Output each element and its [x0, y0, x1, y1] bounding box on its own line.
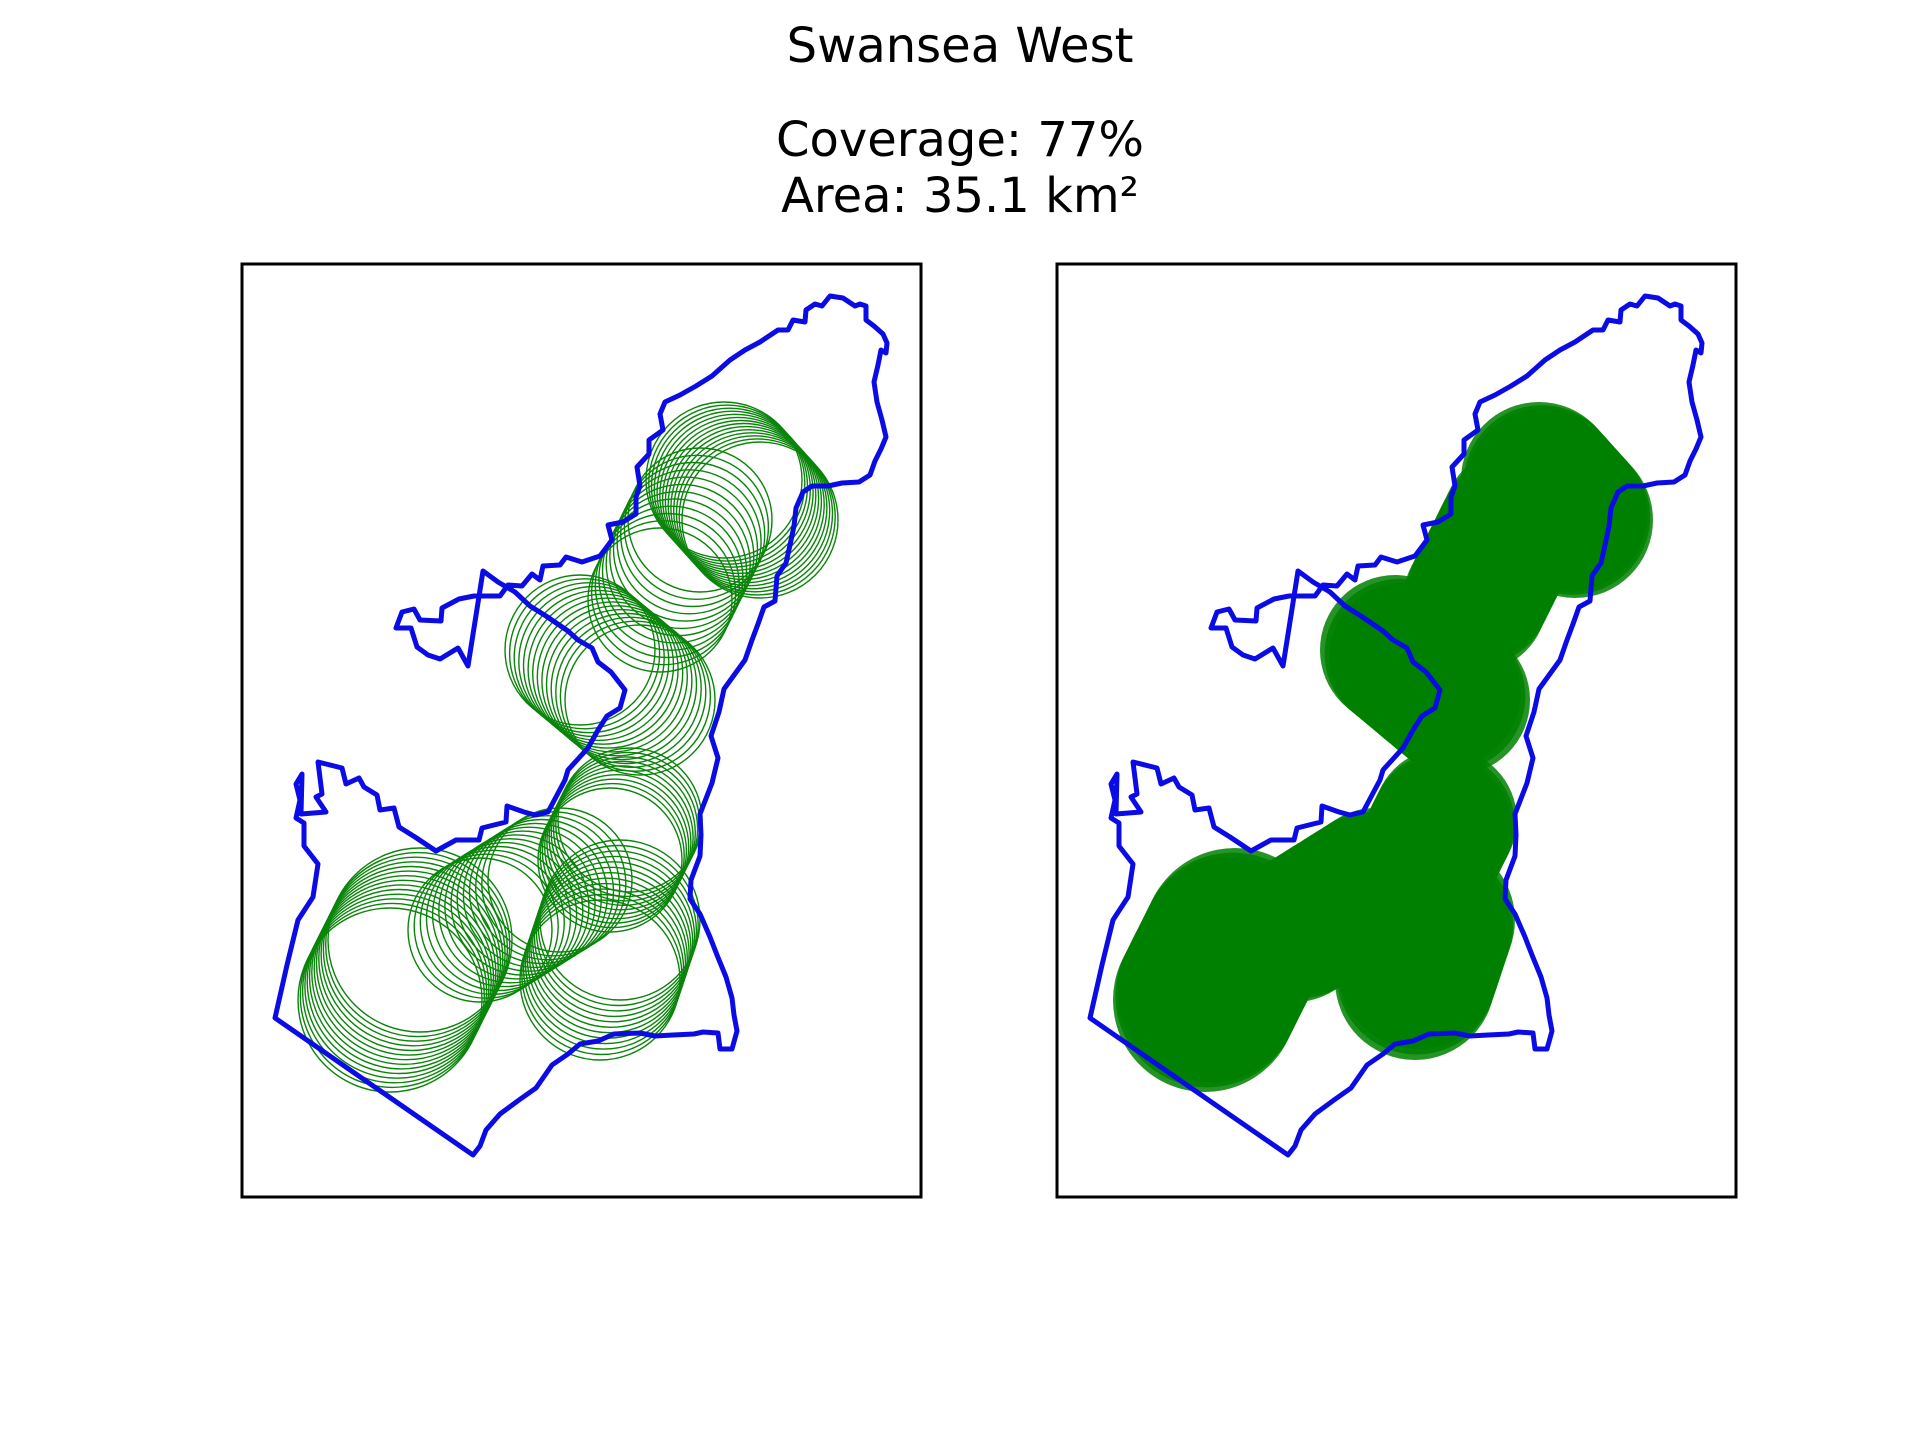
left-coverage-circle: [524, 882, 687, 1045]
left-coverage-circle: [527, 593, 679, 745]
left-coverage-circle: [594, 512, 740, 659]
left-coverage-circle: [598, 505, 744, 651]
left-coverage-circle: [475, 815, 621, 961]
left-coverage-circle: [431, 841, 578, 988]
left-coverage-circle: [535, 850, 698, 1012]
left-coverage-circle: [522, 888, 685, 1050]
left-coverage-circle: [297, 907, 483, 1093]
left-coverage-circle: [656, 413, 814, 571]
left-coverage-circle: [533, 855, 696, 1018]
left-coverage-circle: [555, 616, 707, 768]
right-panel-map: [1087, 293, 1705, 1158]
left-coverage-circle: [564, 624, 716, 776]
left-coverage-circle: [539, 782, 685, 929]
left-coverage-circle: [468, 818, 615, 965]
left-coverage-circle: [306, 888, 492, 1075]
left-panel-map: [272, 293, 890, 1158]
left-panel-frame: [240, 262, 923, 1199]
left-coverage-circle: [425, 845, 572, 992]
left-coverage-circle: [661, 419, 820, 578]
left-coverage-circle: [587, 527, 733, 673]
left-coverage-circle: [545, 608, 698, 761]
left-coverage-circle: [670, 429, 828, 587]
left-coverage-circle: [327, 847, 513, 1033]
area-label: Area: 35.1 km²: [781, 168, 1139, 224]
coverage-label: Coverage: 77%: [775, 112, 1145, 168]
left-coverage-circle: [559, 620, 712, 772]
left-coverage-circle: [609, 483, 755, 630]
left-coverage-circle: [508, 578, 661, 730]
left-coverage-circle: [304, 893, 490, 1079]
left-coverage-circle: [504, 574, 656, 726]
right-coverage-circle: [1335, 900, 1495, 1060]
right-panel-frame: [1055, 262, 1738, 1199]
left-coverage-circle: [552, 756, 699, 902]
left-coverage-circle: [313, 875, 499, 1061]
left-coverage-circle: [601, 498, 748, 644]
left-coverage-circle: [550, 760, 696, 906]
left-coverage-circle: [456, 826, 602, 972]
left-coverage-circle: [532, 861, 694, 1023]
left-coverage-circle: [536, 601, 688, 753]
left-coverage-circle: [311, 879, 497, 1065]
left-coverage-circle: [299, 902, 485, 1089]
left-coverage-circle: [320, 861, 506, 1047]
left-coverage-circle: [541, 605, 693, 757]
left-coverage-circle: [673, 432, 831, 590]
left-coverage-circle: [522, 589, 675, 742]
left-coverage-circle: [681, 441, 839, 599]
left-coverage-circles: [297, 401, 839, 1093]
left-coverage-circle: [301, 898, 488, 1084]
left-coverage-circle: [322, 856, 509, 1042]
right-coverage-fill: [1113, 402, 1653, 1092]
left-coverage-circle: [537, 844, 699, 1007]
left-coverage-circle: [487, 807, 633, 953]
left-coverage-circle: [513, 582, 665, 734]
left-coverage-circle: [481, 811, 627, 957]
figure-title: Swansea West: [786, 18, 1134, 74]
left-coverage-circle: [318, 865, 504, 1052]
left-coverage-circle: [648, 404, 806, 562]
left-coverage-circle: [532, 597, 684, 749]
left-coverage-circle: [450, 830, 596, 976]
right-coverage-circle: [1113, 908, 1297, 1092]
left-coverage-circle: [325, 851, 511, 1038]
left-coverage-circle: [530, 866, 692, 1028]
left-coverage-circle: [550, 612, 702, 765]
right-boundary-outline: [1087, 293, 1705, 1158]
left-coverage-circle: [528, 872, 690, 1034]
left-coverage-circle: [612, 476, 759, 622]
figure-subtitle: Coverage: 77% Area: 35.1 km²: [0, 112, 1920, 224]
left-coverage-circle: [678, 438, 836, 596]
left-boundary-outline: [272, 293, 890, 1158]
left-coverage-circle: [521, 893, 683, 1056]
left-coverage-circle: [315, 870, 502, 1056]
left-coverage-circle: [308, 884, 495, 1070]
left-coverage-circle: [407, 857, 553, 1003]
left-coverage-circle: [519, 899, 681, 1061]
